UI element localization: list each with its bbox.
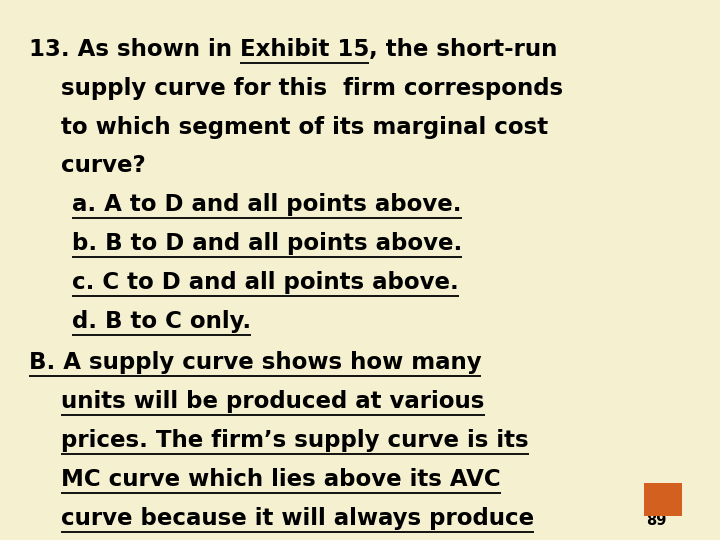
Text: Exhibit 15: Exhibit 15 xyxy=(240,38,369,61)
Text: units will be produced at various: units will be produced at various xyxy=(61,390,485,413)
Text: a. A to D and all points above.: a. A to D and all points above. xyxy=(72,193,462,217)
Text: , the short-run: , the short-run xyxy=(369,38,557,61)
Text: Exhibit 15: Exhibit 15 xyxy=(240,38,369,61)
Text: curve?: curve? xyxy=(61,154,146,178)
Text: supply curve for this  firm corresponds: supply curve for this firm corresponds xyxy=(61,77,563,100)
Text: d. B to C only.: d. B to C only. xyxy=(72,310,251,333)
Text: 13. As shown in: 13. As shown in xyxy=(29,38,240,61)
Text: MC curve which lies above its AVC: MC curve which lies above its AVC xyxy=(61,468,501,491)
Text: 89: 89 xyxy=(647,513,667,528)
Text: prices. The firm’s supply curve is its: prices. The firm’s supply curve is its xyxy=(61,429,528,452)
Bar xyxy=(644,483,682,516)
Text: to which segment of its marginal cost: to which segment of its marginal cost xyxy=(61,116,549,139)
Text: B. A supply curve shows how many: B. A supply curve shows how many xyxy=(29,351,482,374)
Text: c. C to D and all points above.: c. C to D and all points above. xyxy=(72,271,459,294)
Text: b. B to D and all points above.: b. B to D and all points above. xyxy=(72,232,462,255)
Text: curve because it will always produce: curve because it will always produce xyxy=(61,507,534,530)
Text: 13. As shown in: 13. As shown in xyxy=(29,38,240,61)
